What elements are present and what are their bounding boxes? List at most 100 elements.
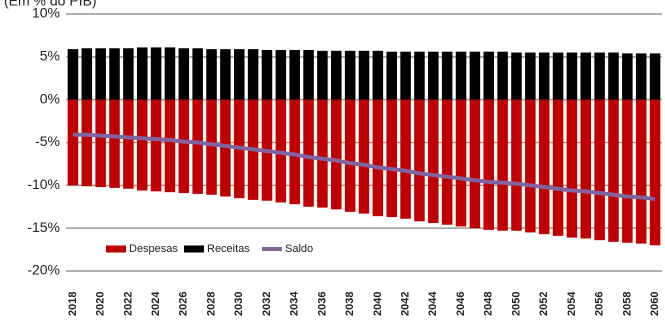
bar bbox=[455, 99, 467, 227]
bar bbox=[150, 47, 162, 100]
bar bbox=[220, 99, 231, 197]
bar bbox=[81, 48, 93, 100]
bar bbox=[469, 51, 481, 100]
bar bbox=[649, 99, 661, 246]
bar bbox=[275, 49, 287, 100]
bar bbox=[123, 48, 134, 100]
bar bbox=[372, 99, 384, 217]
bar bbox=[192, 48, 203, 100]
chart-subtitle: (Em % do PIB) bbox=[4, 0, 97, 9]
bar bbox=[192, 99, 203, 194]
legend-label: Saldo bbox=[285, 243, 313, 255]
x-tick-label: 2040 bbox=[372, 292, 384, 316]
x-tick-label: 2056 bbox=[594, 292, 606, 316]
bar bbox=[67, 49, 79, 100]
bar bbox=[441, 99, 453, 225]
bar bbox=[67, 99, 79, 186]
bar bbox=[649, 53, 661, 100]
x-tick-label: 2034 bbox=[289, 291, 301, 316]
x-tick-label: 2050 bbox=[510, 292, 522, 316]
bar bbox=[400, 51, 411, 100]
legend-swatch bbox=[184, 245, 204, 253]
bar bbox=[511, 99, 522, 231]
x-tick-label: 2020 bbox=[95, 292, 107, 316]
x-tick-label: 2052 bbox=[538, 292, 550, 316]
bar bbox=[372, 50, 384, 100]
bar bbox=[580, 52, 592, 100]
x-tick-label: 2048 bbox=[483, 292, 495, 316]
x-tick-label: 2036 bbox=[316, 292, 328, 316]
bar bbox=[331, 99, 342, 210]
bar bbox=[566, 99, 578, 238]
x-tick-label: 2038 bbox=[344, 292, 356, 316]
bar bbox=[622, 99, 633, 243]
bar bbox=[109, 48, 120, 100]
bar bbox=[525, 52, 536, 100]
bar bbox=[136, 47, 148, 100]
bar bbox=[247, 49, 259, 100]
bar bbox=[164, 47, 176, 100]
x-tick-label: 2026 bbox=[178, 292, 190, 316]
legend-swatch bbox=[106, 245, 126, 253]
bar bbox=[386, 99, 397, 218]
bar bbox=[497, 99, 508, 231]
y-tick-label: 10% bbox=[32, 5, 60, 21]
bar bbox=[150, 99, 162, 192]
bar bbox=[386, 51, 397, 100]
bar bbox=[233, 49, 245, 100]
bar bbox=[289, 99, 300, 205]
bar bbox=[622, 53, 633, 100]
y-tick-label: -5% bbox=[35, 133, 60, 149]
legend-label: Despesas bbox=[129, 243, 178, 255]
x-tick-label: 2028 bbox=[205, 292, 217, 316]
bar bbox=[400, 99, 411, 219]
x-tick-label: 2024 bbox=[150, 291, 162, 316]
bar bbox=[525, 99, 536, 233]
bar bbox=[441, 51, 453, 100]
bar bbox=[538, 52, 550, 100]
bar bbox=[358, 50, 370, 100]
y-tick-label: 5% bbox=[40, 48, 60, 64]
x-tick-label: 2046 bbox=[455, 292, 467, 316]
x-tick-label: 2030 bbox=[233, 292, 245, 316]
x-tick-label: 2042 bbox=[399, 292, 411, 316]
y-tick-label: -10% bbox=[27, 176, 60, 192]
x-tick-label: 2018 bbox=[67, 292, 79, 316]
bar bbox=[136, 99, 148, 191]
bar bbox=[81, 99, 93, 187]
bar bbox=[552, 52, 564, 100]
bar bbox=[95, 99, 106, 188]
bar bbox=[220, 49, 231, 100]
bar bbox=[95, 48, 106, 100]
bar bbox=[594, 99, 605, 241]
x-tick-label: 2054 bbox=[566, 291, 578, 316]
x-tick-label: 2060 bbox=[649, 292, 661, 316]
y-tick-label: 0% bbox=[40, 90, 60, 106]
bar bbox=[580, 99, 592, 239]
y-tick-label: -15% bbox=[27, 219, 60, 235]
x-tick-label: 2044 bbox=[427, 291, 439, 316]
bar bbox=[511, 52, 522, 100]
bar bbox=[178, 99, 190, 194]
bar bbox=[414, 51, 425, 100]
bar bbox=[303, 99, 314, 207]
legend-label: Receitas bbox=[207, 243, 250, 255]
bar bbox=[428, 51, 439, 100]
bar bbox=[344, 50, 356, 100]
bar bbox=[455, 51, 467, 100]
bar bbox=[538, 99, 550, 235]
bar bbox=[109, 99, 120, 188]
bar bbox=[317, 99, 328, 208]
bar bbox=[635, 53, 647, 100]
bar bbox=[497, 51, 508, 100]
bar bbox=[178, 48, 190, 100]
bar bbox=[566, 52, 578, 100]
bar bbox=[608, 52, 619, 100]
x-tick-label: 2032 bbox=[261, 292, 273, 316]
bar bbox=[289, 49, 300, 100]
bar bbox=[483, 51, 495, 100]
bar bbox=[164, 99, 176, 193]
bar bbox=[206, 49, 217, 100]
bar bbox=[206, 99, 217, 195]
